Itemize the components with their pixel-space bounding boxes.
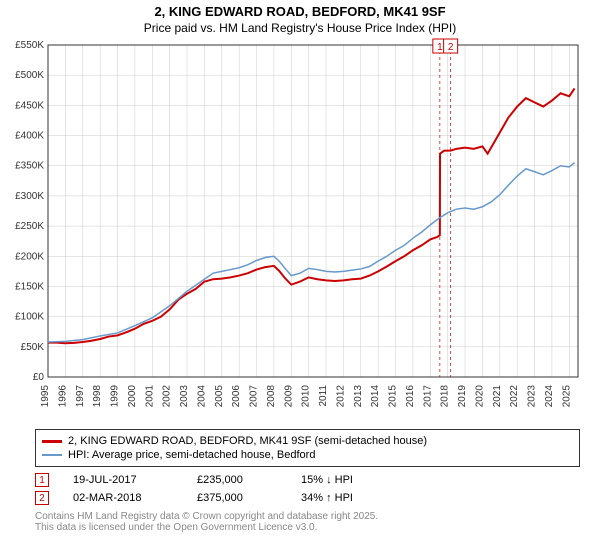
svg-text:£450K: £450K [15,100,44,111]
event-price: £375,000 [197,492,277,504]
event-date: 02-MAR-2018 [73,492,173,504]
page-title: 2, KING EDWARD ROAD, BEDFORD, MK41 9SF [0,0,600,19]
svg-text:2023: 2023 [527,385,538,408]
svg-text:£150K: £150K [15,281,44,292]
svg-text:2016: 2016 [405,385,416,408]
svg-text:2012: 2012 [335,385,346,408]
svg-text:2013: 2013 [353,385,364,408]
svg-text:£0: £0 [33,372,45,383]
svg-text:£100K: £100K [15,312,44,323]
page-subtitle: Price paid vs. HM Land Registry's House … [0,21,600,35]
credits-line2: This data is licensed under the Open Gov… [35,522,580,533]
legend: 2, KING EDWARD ROAD, BEDFORD, MK41 9SF (… [35,429,580,467]
svg-text:1999: 1999 [110,385,121,408]
legend-label-2: HPI: Average price, semi-detached house,… [68,449,315,461]
svg-text:2018: 2018 [440,385,451,408]
svg-text:2017: 2017 [422,385,433,408]
svg-text:£200K: £200K [15,251,44,262]
svg-text:2024: 2024 [544,385,555,408]
svg-text:£300K: £300K [15,191,44,202]
svg-text:1996: 1996 [57,385,68,408]
svg-text:£250K: £250K [15,221,44,232]
svg-text:2003: 2003 [179,385,190,408]
svg-text:2008: 2008 [266,385,277,408]
credits-line1: Contains HM Land Registry data © Crown c… [35,511,580,522]
event-marker: 2 [35,491,49,505]
svg-text:2010: 2010 [301,385,312,408]
svg-text:2019: 2019 [457,385,468,408]
svg-text:£400K: £400K [15,131,44,142]
chart-container: £0 £50K £100K £150K £200K £250K £300K £350K £400… [0,35,600,425]
svg-text:2020: 2020 [474,385,485,408]
legend-swatch-2 [42,454,62,456]
svg-text:2006: 2006 [231,385,242,408]
event-date: 19-JUL-2017 [73,474,173,486]
event-delta: 34% ↑ HPI [301,492,353,504]
svg-text:2000: 2000 [127,385,138,408]
events-table: 1 19-JUL-2017 £235,000 15% ↓ HPI 2 02-MAR-201… [35,471,580,507]
svg-text:2005: 2005 [214,385,225,408]
event-marker: 1 [35,473,49,487]
event-delta: 15% ↓ HPI [301,474,353,486]
svg-text:1997: 1997 [75,385,86,408]
svg-text:£350K: £350K [15,161,44,172]
svg-text:1998: 1998 [92,385,103,408]
svg-text:2002: 2002 [162,385,173,408]
svg-text:2001: 2001 [144,385,155,408]
legend-swatch-1 [42,440,62,443]
event-row: 2 02-MAR-2018 £375,000 34% ↑ HPI [35,489,580,507]
event-row: 1 19-JUL-2017 £235,000 15% ↓ HPI [35,471,580,489]
svg-text:2015: 2015 [388,385,399,408]
line-chart: £0 £50K £100K £150K £200K £250K £300K £350K £400… [0,35,600,425]
svg-text:£500K: £500K [15,70,44,81]
credits: Contains HM Land Registry data © Crown c… [35,511,580,533]
legend-label-1: 2, KING EDWARD ROAD, BEDFORD, MK41 9SF (… [68,435,427,447]
svg-text:2021: 2021 [492,385,503,408]
svg-text:2007: 2007 [249,385,260,408]
svg-text:2025: 2025 [561,385,572,408]
svg-text:2004: 2004 [196,385,207,408]
svg-text:£50K: £50K [21,342,45,353]
event-price: £235,000 [197,474,277,486]
svg-text:2009: 2009 [283,385,294,408]
svg-text:£550K: £550K [15,40,44,51]
svg-text:1995: 1995 [40,385,51,408]
svg-text:2022: 2022 [509,385,520,408]
svg-text:1: 1 [437,42,443,53]
svg-text:2014: 2014 [370,385,381,408]
svg-text:2011: 2011 [318,385,329,407]
svg-text:2: 2 [448,42,454,53]
